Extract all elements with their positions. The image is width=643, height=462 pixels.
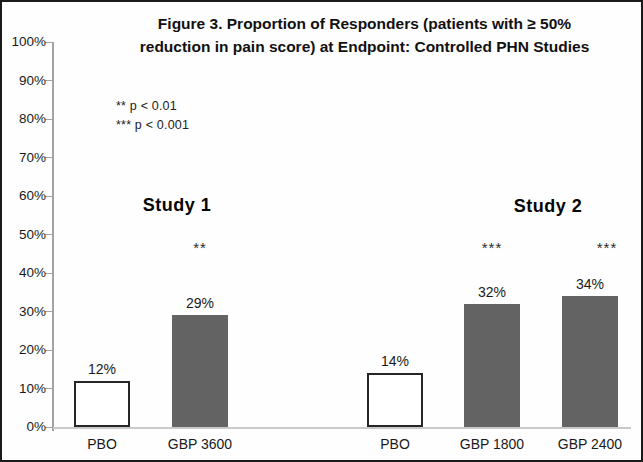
y-axis-tick [45, 234, 52, 235]
y-axis-tick [45, 119, 52, 120]
x-axis-category-label: GBP 2400 [544, 435, 636, 453]
bar-gbp-1800 [464, 304, 520, 427]
y-axis-tick-label: 10% [2, 381, 46, 397]
bar-value-label: 34% [555, 275, 625, 293]
significance-marker: ** [165, 240, 235, 256]
chart-title-line-1: Figure 3. Proportion of Responders (pati… [97, 12, 632, 35]
y-axis-tick [45, 42, 52, 43]
y-axis-tick-label: 30% [2, 304, 46, 320]
y-axis-tick [45, 196, 52, 197]
x-axis-category-label: GBP 3600 [154, 435, 246, 453]
chart-title: Figure 3. Proportion of Responders (pati… [97, 12, 632, 58]
significance-note-p001: *** p < 0.001 [116, 118, 189, 132]
x-axis-category-label: PBO [349, 435, 441, 453]
x-axis-category-label: GBP 1800 [446, 435, 538, 453]
y-axis-tick-label: 50% [2, 227, 46, 243]
study-2-label: Study 2 [473, 196, 623, 217]
figure-frame: Figure 3. Proportion of Responders (pati… [0, 0, 643, 462]
y-axis-tick-label: 0% [2, 419, 46, 435]
y-axis-tick [45, 80, 52, 81]
y-axis-tick-label: 60% [2, 188, 46, 204]
bar-gbp-2400 [562, 296, 618, 427]
y-axis-tick-label: 70% [2, 150, 46, 166]
y-axis-tick-label: 40% [2, 265, 46, 281]
y-axis-tick [45, 350, 52, 351]
y-axis-tick-label: 90% [2, 73, 46, 89]
bar-pbo [367, 373, 423, 427]
y-axis-tick [45, 388, 52, 389]
y-axis-line [52, 42, 54, 431]
bar-gbp-3600 [172, 315, 228, 427]
y-axis-tick-label: 80% [2, 111, 46, 127]
bar-value-label: 32% [457, 283, 527, 301]
bar-value-label: 29% [165, 294, 235, 312]
significance-marker: *** [457, 240, 527, 256]
study-1-label: Study 1 [102, 195, 252, 216]
bar-pbo [74, 381, 130, 427]
significance-marker: *** [572, 240, 642, 256]
x-axis-line [53, 427, 631, 429]
y-axis-tick-label: 100% [2, 34, 46, 50]
significance-note-p01: ** p < 0.01 [116, 99, 177, 113]
x-axis-category-label: PBO [56, 435, 148, 453]
y-axis-tick-label: 20% [2, 342, 46, 358]
chart-title-line-2: reduction in pain score) at Endpoint: Co… [97, 35, 632, 58]
y-axis-tick [45, 273, 52, 274]
y-axis-tick [45, 157, 52, 158]
bar-value-label: 12% [67, 360, 137, 378]
y-axis-tick [45, 427, 52, 428]
bar-value-label: 14% [360, 352, 430, 370]
y-axis-tick [45, 311, 52, 312]
